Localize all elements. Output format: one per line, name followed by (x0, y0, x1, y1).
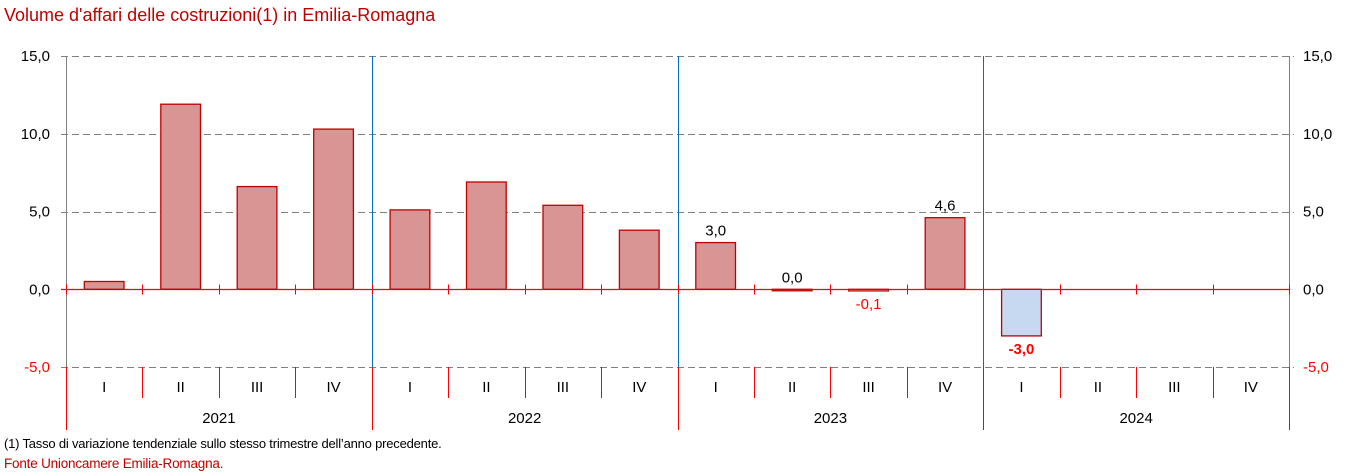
source-note: Fonte Unioncamere Emilia-Romagna. (4, 456, 224, 471)
bar-2022-iii (542, 204, 584, 290)
x-tick-label-quarter: I (1019, 379, 1023, 396)
bar-2023-iv (924, 217, 966, 290)
x-tick-label-year: 2024 (1119, 410, 1152, 427)
y-tick-label-right: 10,0 (1303, 126, 1332, 143)
x-tick-label-quarter: III (251, 379, 264, 396)
x-tick-label-quarter: I (102, 379, 106, 396)
x-tick-label-quarter: II (1094, 379, 1102, 396)
data-label: -3,0 (1009, 341, 1035, 358)
chart-title: Volume d'affari delle costruzioni(1) in … (4, 5, 436, 25)
x-tick-label-quarter: IV (938, 379, 952, 396)
data-label: 4,6 (935, 198, 956, 215)
data-label: -0,1 (856, 296, 882, 313)
y-tick-label-right: -5,0 (1303, 359, 1329, 376)
y-tick-label-left: 0,0 (29, 281, 50, 298)
x-tick-label-quarter: I (714, 379, 718, 396)
bar-2023-i (695, 241, 737, 290)
x-tick-label-quarter: II (788, 379, 796, 396)
bars (83, 103, 1042, 337)
bar-2024-i (1000, 288, 1042, 337)
x-tick-label-quarter: I (408, 379, 412, 396)
gridlines (61, 56, 1294, 368)
data-label: 0,0 (782, 269, 803, 286)
y-tick-label-right: 5,0 (1303, 204, 1324, 221)
bar-2021-i (83, 280, 125, 290)
x-tick-label-quarter: IV (632, 379, 646, 396)
bar-2021-iii (236, 185, 278, 290)
bar-2022-i (389, 209, 431, 290)
y-tick-label-left: 10,0 (21, 126, 50, 143)
x-tick-label-year: 2021 (202, 410, 235, 427)
bar-2021-ii (160, 103, 202, 290)
x-tick-label-year: 2023 (814, 410, 847, 427)
data-labels: 3,0 0,0 -0,1 4,6 -3,0 (705, 198, 1034, 358)
bar-2022-ii (465, 181, 507, 290)
y-tick-label-left: 15,0 (21, 48, 50, 65)
x-tick-label-quarter: II (176, 379, 184, 396)
x-tick-label-quarter: III (1168, 379, 1181, 396)
bar-2022-iv (618, 229, 660, 290)
bar-2023-ii (771, 288, 813, 292)
x-tick-label-quarter: III (557, 379, 570, 396)
x-tick-label-year: 2022 (508, 410, 541, 427)
y-tick-label-left: 5,0 (29, 204, 50, 221)
y-tick-label-left: -5,0 (24, 359, 50, 376)
footnote: (1) Tasso di variazione tendenziale sull… (4, 436, 442, 451)
y-tick-label-right: 0,0 (1303, 281, 1324, 298)
x-tick-label-quarter: IV (326, 379, 340, 396)
x-tick-label-quarter: IV (1244, 379, 1258, 396)
bar-2021-iv (313, 128, 355, 290)
data-label: 3,0 (705, 223, 726, 240)
bar-2023-iii (848, 288, 890, 292)
y-tick-label-right: 15,0 (1303, 48, 1332, 65)
x-tick-label-quarter: II (482, 379, 490, 396)
tick-labels: 15,0 15,010,0 10,05,0 5,00,0 0,0-5,0 -5,0I II I… (21, 48, 1332, 427)
x-tick-label-quarter: III (862, 379, 875, 396)
